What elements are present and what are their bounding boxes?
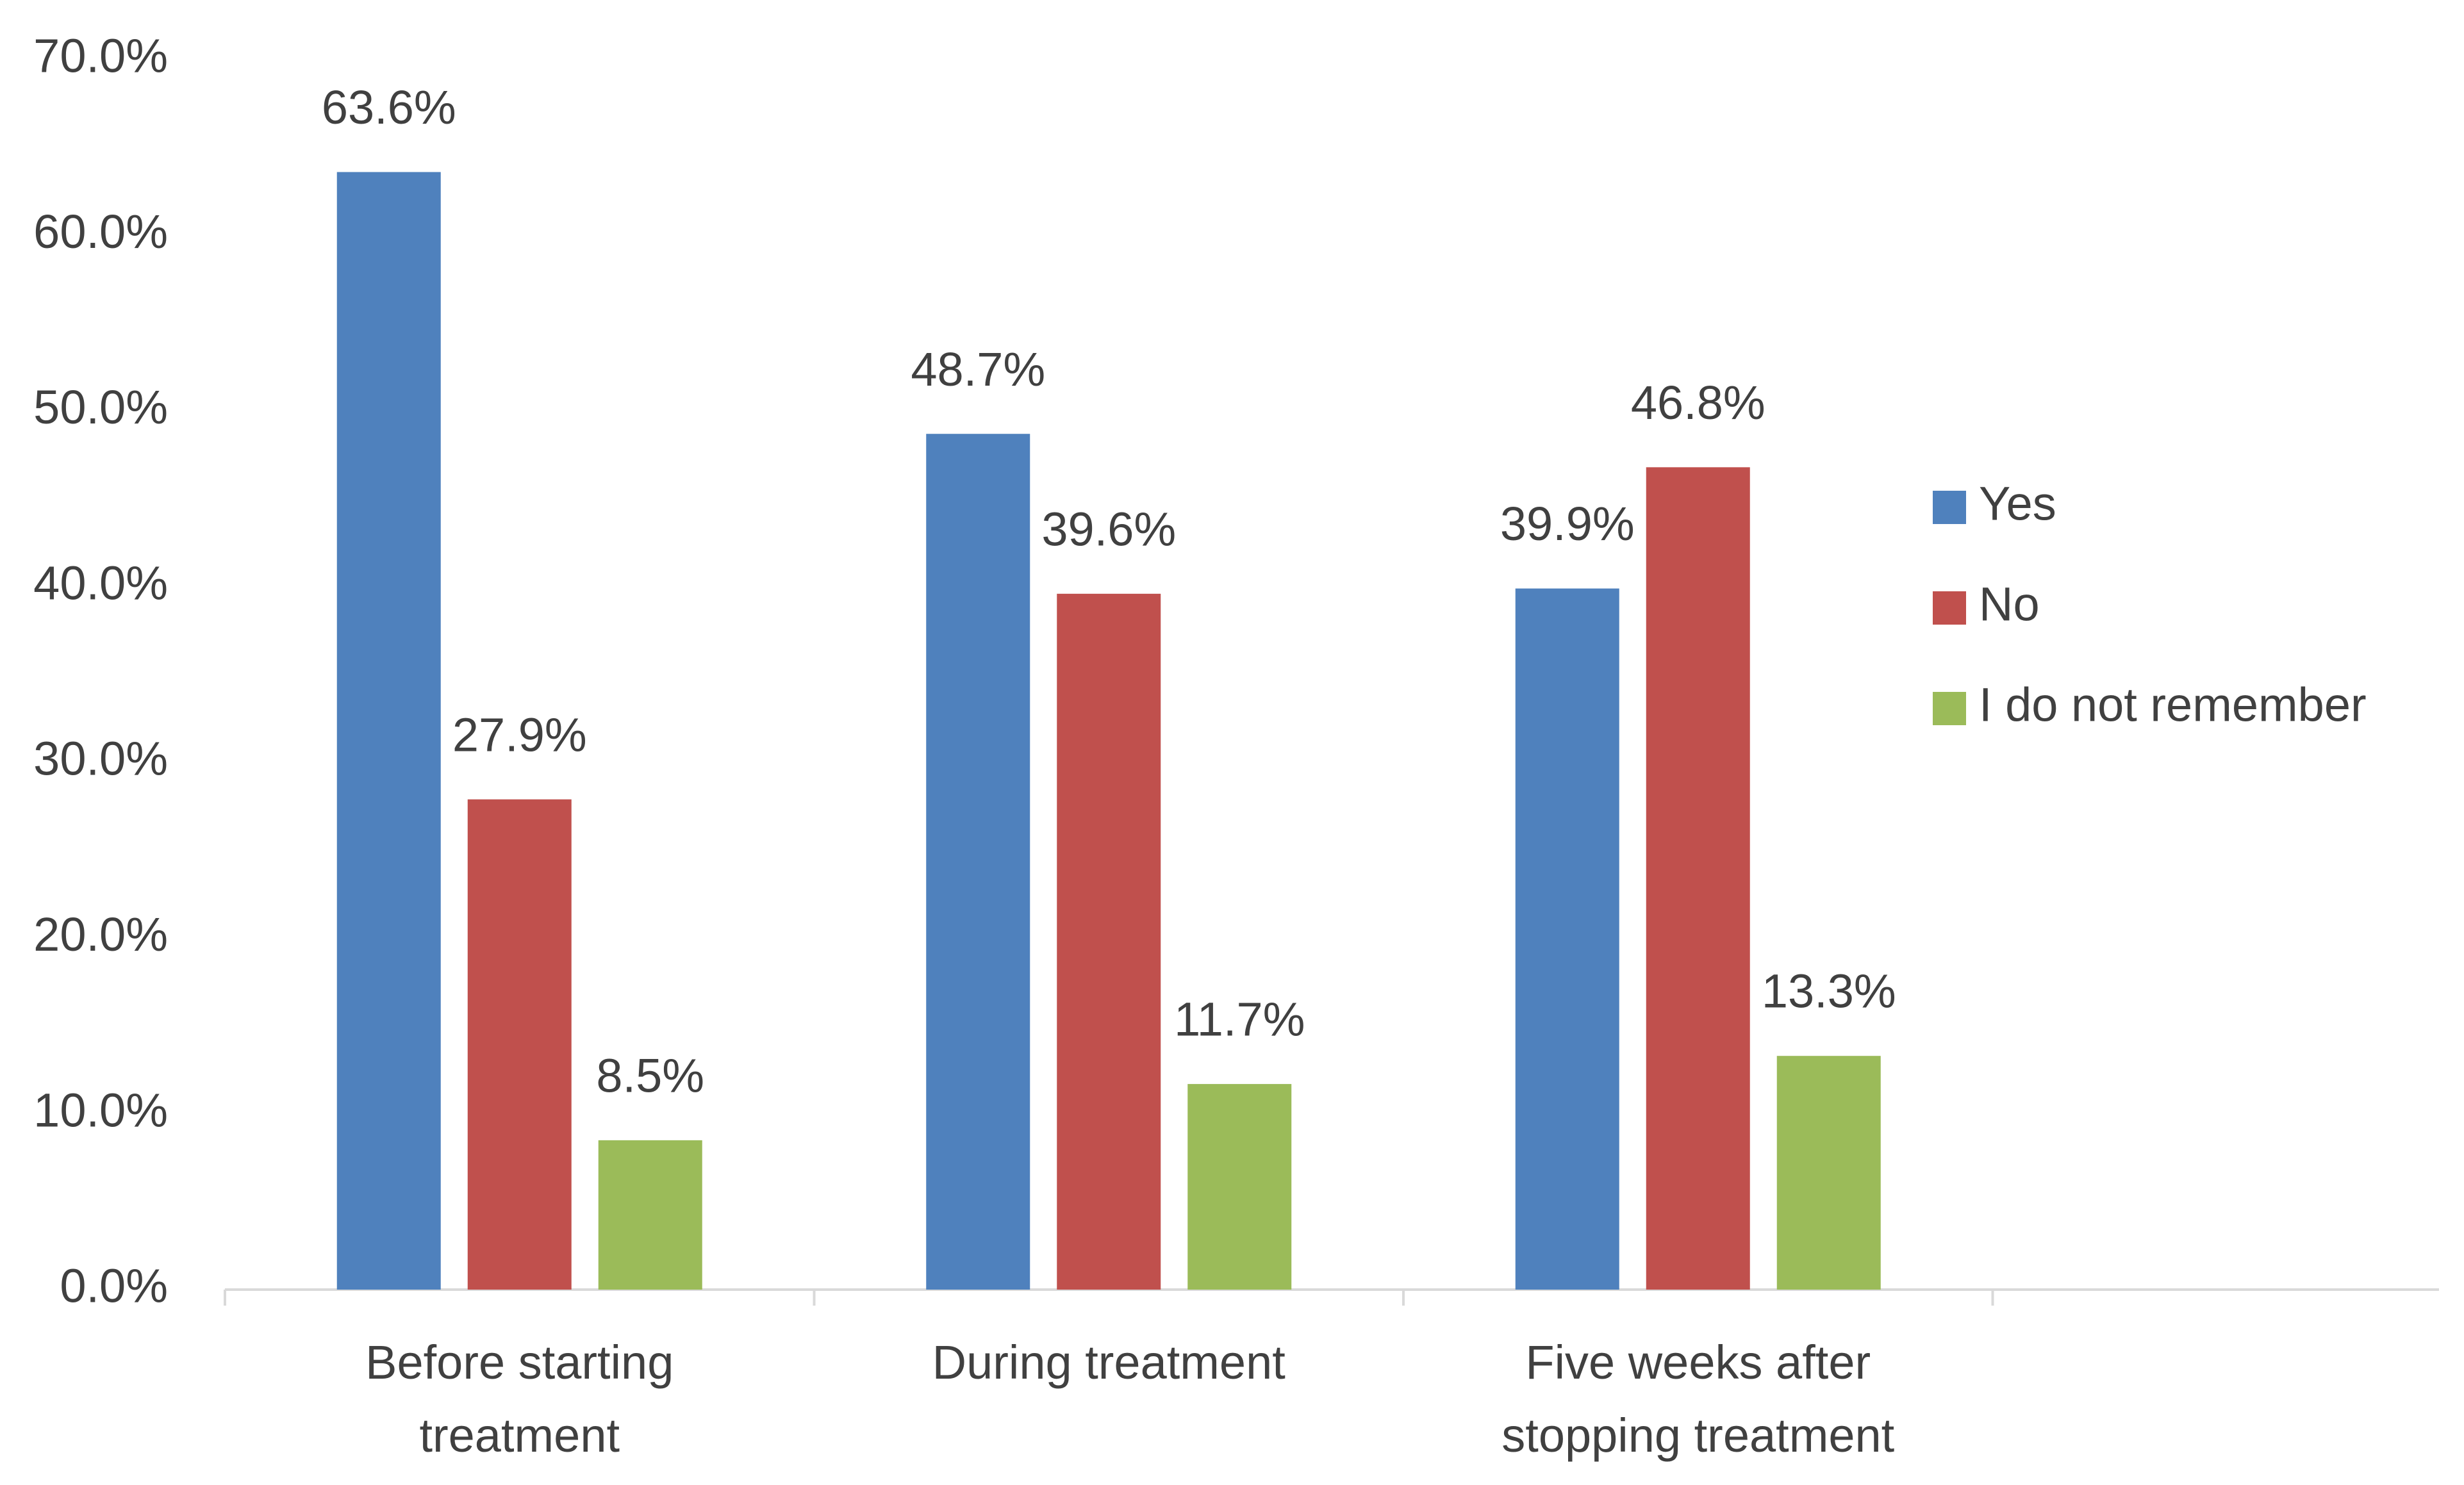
x-tick-label: Before starting treatment bbox=[365, 1336, 674, 1462]
value-label: 48.7% bbox=[911, 343, 1045, 396]
legend-swatch bbox=[1933, 692, 1966, 725]
bar bbox=[1187, 1084, 1292, 1290]
legend-swatch bbox=[1933, 491, 1966, 524]
x-tick-label: Five weeks after stopping treatment bbox=[1501, 1336, 1895, 1462]
bar bbox=[1057, 593, 1161, 1290]
y-tick-label: 70.0% bbox=[33, 29, 168, 83]
y-tick-label: 0.0% bbox=[60, 1259, 168, 1313]
bar bbox=[926, 434, 1030, 1290]
value-label: 27.9% bbox=[452, 708, 587, 761]
y-tick-label: 60.0% bbox=[33, 205, 168, 258]
value-label: 63.6% bbox=[322, 81, 456, 134]
bar bbox=[598, 1140, 702, 1290]
y-tick-label: 50.0% bbox=[33, 381, 168, 434]
y-tick-label: 20.0% bbox=[33, 908, 168, 961]
bar bbox=[1646, 467, 1750, 1290]
legend-label: Yes bbox=[1979, 477, 2056, 530]
bar bbox=[467, 799, 572, 1290]
y-tick-label: 10.0% bbox=[33, 1083, 168, 1136]
value-label: 8.5% bbox=[596, 1049, 704, 1102]
x-tick-label: During treatment bbox=[932, 1336, 1286, 1389]
value-label: 39.6% bbox=[1041, 502, 1176, 555]
bar bbox=[1776, 1056, 1881, 1290]
y-tick-label: 40.0% bbox=[33, 556, 168, 609]
value-label: 11.7% bbox=[1174, 993, 1305, 1046]
legend-label: I do not remember bbox=[1979, 678, 2367, 732]
bar bbox=[1515, 588, 1619, 1290]
legend-label: No bbox=[1979, 578, 2040, 631]
legend-swatch bbox=[1933, 591, 1966, 625]
bar bbox=[336, 172, 441, 1290]
value-label: 46.8% bbox=[1631, 376, 1765, 429]
value-label: 13.3% bbox=[1762, 965, 1896, 1018]
value-label: 39.9% bbox=[1500, 497, 1635, 550]
y-tick-label: 30.0% bbox=[33, 732, 168, 785]
